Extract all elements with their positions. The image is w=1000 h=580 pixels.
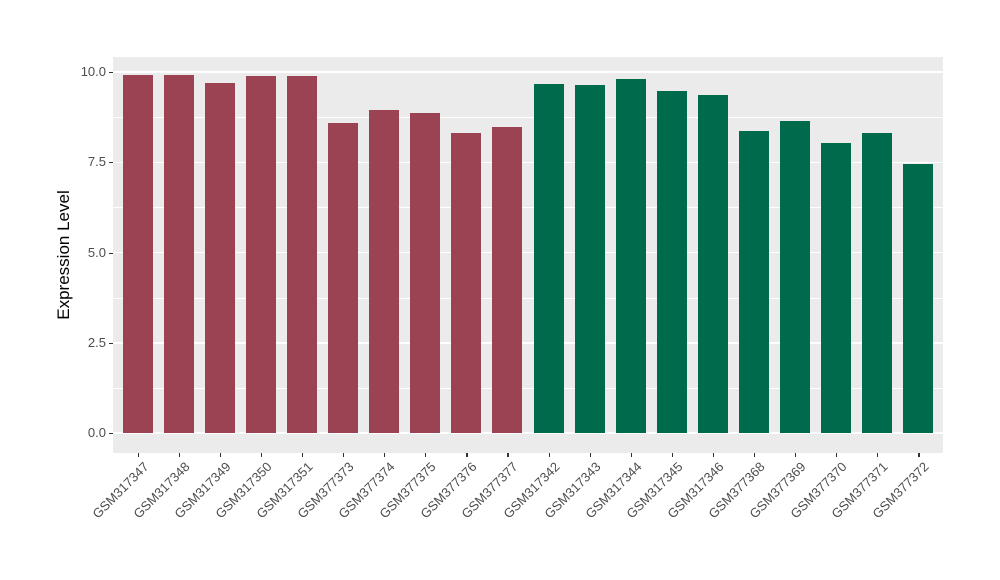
x-tick-mark [219, 453, 222, 457]
x-tick-mark [384, 453, 386, 457]
y-tick-label: 7.5 [87, 154, 106, 170]
x-tick-mark [425, 453, 427, 457]
x-tick-mark [671, 453, 673, 457]
x-tick-mark [548, 453, 550, 457]
bar-GSM317347 [122, 74, 153, 433]
bar-GSM377368 [739, 130, 769, 433]
bar-GSM377377 [492, 126, 523, 433]
bar-GSM377375 [410, 112, 441, 433]
bar-GSM317351 [287, 76, 317, 433]
bar-GSM377372 [903, 164, 934, 433]
major-gridline [113, 342, 943, 344]
y-tick-label: 5.0 [87, 244, 106, 260]
bar-GSM317343 [574, 84, 605, 433]
x-tick-mark [918, 453, 920, 457]
bar-GSM377376 [451, 132, 482, 433]
bar-GSM317345 [656, 91, 687, 433]
x-tick-mark [466, 453, 468, 457]
major-gridline [113, 71, 943, 73]
x-tick-mark [795, 453, 797, 457]
bar-GSM377374 [369, 109, 400, 433]
bar-GSM377371 [862, 133, 893, 433]
bar-GSM317344 [615, 78, 646, 433]
y-tick-label: 10.0 [80, 64, 106, 79]
minor-gridline [113, 117, 943, 118]
x-tick-mark [178, 453, 180, 457]
y-tick-mark [109, 433, 113, 435]
x-tick-mark [507, 453, 509, 457]
x-tick-mark [343, 453, 345, 457]
x-tick-mark [630, 453, 632, 457]
x-tick-mark [260, 453, 263, 457]
bar-GSM377370 [821, 142, 852, 433]
x-tick-mark [137, 453, 139, 457]
x-tick-mark [754, 453, 756, 457]
x-tick-mark [836, 453, 838, 457]
major-gridline [113, 251, 943, 254]
y-tick-mark [109, 72, 113, 74]
bar-GSM317349 [204, 82, 235, 433]
bar-GSM317342 [533, 83, 564, 433]
y-tick-mark [109, 342, 113, 344]
bar-GSM377369 [780, 121, 811, 433]
bar-GSM317350 [245, 75, 276, 433]
x-tick-mark [302, 453, 304, 457]
y-tick-label: 2.5 [87, 334, 106, 350]
bar-GSM317348 [163, 74, 194, 433]
minor-gridline [113, 207, 943, 209]
y-tick-label: 0.0 [87, 425, 106, 440]
plot-panel [113, 57, 943, 453]
bar-GSM377373 [328, 122, 359, 433]
x-tick-mark [877, 453, 879, 457]
major-gridline [113, 432, 943, 434]
y-tick-mark [109, 162, 113, 164]
major-gridline [113, 161, 943, 163]
bar-GSM317346 [697, 95, 728, 433]
minor-gridline [113, 297, 943, 299]
x-tick-mark [712, 453, 715, 457]
minor-gridline [113, 387, 943, 389]
y-tick-mark [109, 252, 113, 254]
x-tick-mark [589, 453, 591, 457]
